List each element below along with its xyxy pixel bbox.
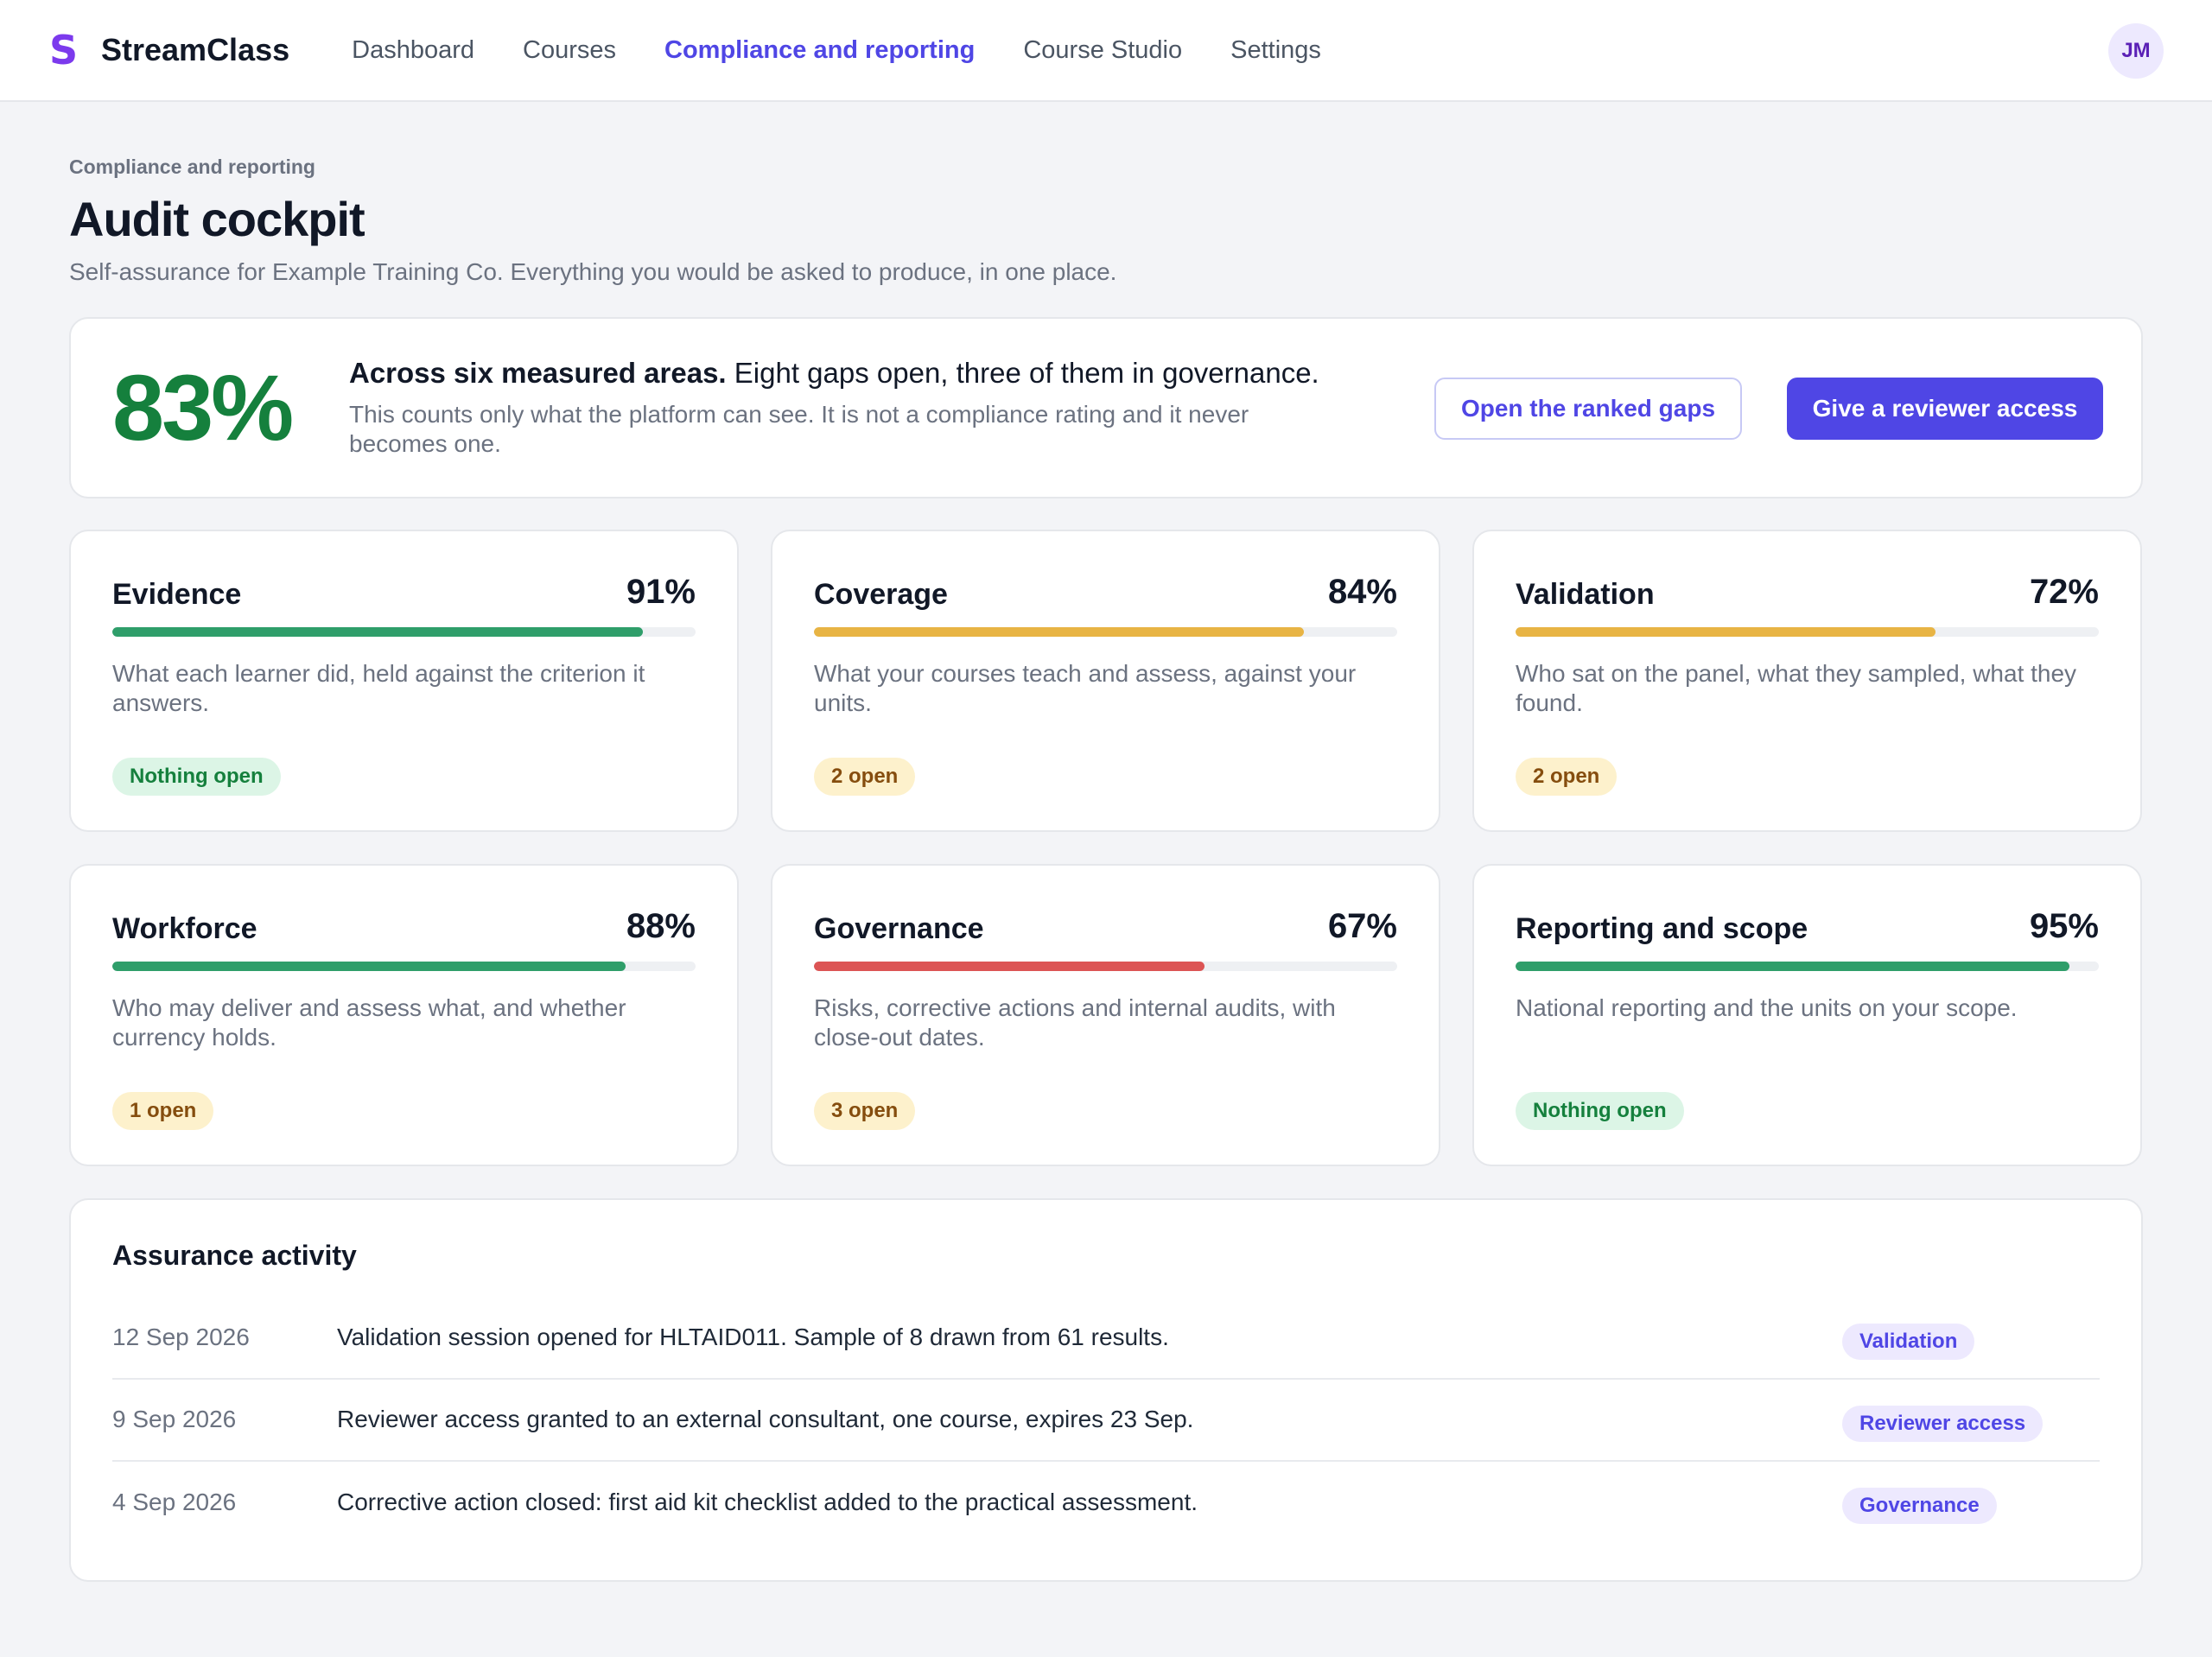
overall-score: 83%	[112, 354, 294, 460]
area-progress-bar	[1516, 626, 2099, 637]
area-card-evidence[interactable]: Evidence 91% What each learner did, held …	[69, 529, 739, 832]
area-name: Evidence	[112, 577, 242, 611]
open-ranked-gaps-button[interactable]: Open the ranked gaps	[1434, 377, 1742, 440]
page-title: Audit cockpit	[69, 192, 365, 246]
area-status-badge: Nothing open	[112, 757, 281, 796]
nav-item-settings[interactable]: Settings	[1230, 35, 1321, 64]
overall-score-card: 83% Across six measured areas. Eight gap…	[69, 316, 2143, 498]
area-percent: 84%	[1327, 572, 1397, 611]
area-progress-fill	[814, 961, 1205, 971]
area-description: What your courses teach and assess, agai…	[814, 659, 1357, 716]
main-content: Compliance and reporting Audit cockpit S…	[0, 156, 2212, 1582]
activity-row[interactable]: 12 Sep 2026 Validation session opened fo…	[112, 1298, 2100, 1380]
area-status-badge: 1 open	[112, 1091, 214, 1130]
area-status-badge: 2 open	[814, 757, 916, 796]
area-percent: 67%	[1327, 906, 1397, 945]
activity-tag[interactable]: Governance	[1842, 1487, 1997, 1524]
area-progress-fill	[814, 626, 1304, 637]
streamclass-logo-icon: S	[49, 27, 79, 73]
app-name: StreamClass	[101, 32, 290, 67]
area-name: Workforce	[112, 911, 257, 945]
area-name: Governance	[814, 911, 984, 945]
activity-date: 9 Sep 2026	[112, 1406, 237, 1433]
area-card-coverage[interactable]: Coverage 84% What your courses teach and …	[771, 529, 1440, 832]
activity-tag[interactable]: Validation	[1842, 1323, 1975, 1360]
measured-areas-grid: Evidence 91% What each learner did, held …	[69, 529, 2143, 1166]
area-progress-bar	[112, 961, 696, 971]
page-subtitle: Self-assurance for Example Training Co. …	[69, 257, 1117, 285]
area-progress-bar	[814, 961, 1397, 971]
give-reviewer-access-button[interactable]: Give a reviewer access	[1787, 377, 2103, 440]
area-name: Reporting and scope	[1516, 911, 1808, 945]
breadcrumb: Compliance and reporting	[69, 156, 315, 178]
activity-title: Assurance activity	[112, 1239, 357, 1271]
score-headline-bold: Across six measured areas.	[349, 356, 727, 389]
area-progress-bar	[112, 626, 696, 637]
activity-date: 4 Sep 2026	[112, 1489, 237, 1516]
area-percent: 95%	[2029, 906, 2099, 945]
area-description: What each learner did, held against the …	[112, 659, 645, 716]
area-description: National reporting and the units on your…	[1516, 994, 2018, 1021]
score-headline-rest: Eight gaps open, three of them in govern…	[726, 356, 1319, 389]
main-nav: Dashboard Courses Compliance and reporti…	[352, 36, 1370, 65]
assurance-activity-panel: Assurance activity 12 Sep 2026 Validatio…	[69, 1197, 2143, 1582]
brand-logo[interactable]: S StreamClass	[49, 30, 289, 70]
activity-text: Validation session opened for HLTAID011.…	[337, 1324, 1169, 1351]
nav-item-courses[interactable]: Courses	[523, 35, 617, 64]
activity-row[interactable]: 4 Sep 2026 Corrective action closed: fir…	[112, 1462, 2100, 1544]
area-percent: 88%	[626, 906, 696, 945]
area-status-badge: 3 open	[814, 1091, 916, 1130]
score-headline: Across six measured areas. Eight gaps op…	[349, 357, 1351, 390]
score-summary: Across six measured areas. Eight gaps op…	[349, 357, 1351, 459]
area-progress-fill	[112, 626, 644, 637]
activity-tag[interactable]: Reviewer access	[1842, 1405, 2044, 1442]
activity-date: 12 Sep 2026	[112, 1324, 250, 1351]
user-avatar[interactable]: JM	[2108, 23, 2164, 79]
top-navigation-bar: S StreamClass Dashboard Courses Complian…	[0, 0, 2212, 102]
area-name: Coverage	[814, 577, 948, 611]
area-card-workforce[interactable]: Workforce 88% Who may deliver and assess …	[69, 863, 739, 1166]
area-progress-fill	[112, 961, 626, 971]
area-card-governance[interactable]: Governance 67% Risks, corrective actions …	[771, 863, 1440, 1166]
area-card-reporting-and-scope[interactable]: Reporting and scope 95% National reportin…	[1472, 863, 2142, 1166]
area-description: Risks, corrective actions and internal a…	[814, 994, 1336, 1051]
area-progress-fill	[1516, 626, 1936, 637]
area-percent: 91%	[626, 572, 696, 611]
nav-item-compliance-and-reporting[interactable]: Compliance and reporting	[664, 35, 976, 64]
area-status-badge: Nothing open	[1516, 1091, 1684, 1130]
area-description: Who may deliver and assess what, and whe…	[112, 994, 626, 1051]
area-progress-bar	[1516, 961, 2099, 971]
area-percent: 72%	[2029, 572, 2099, 611]
score-note: This counts only what the platform can s…	[349, 400, 1249, 457]
area-description: Who sat on the panel, what they sampled,…	[1516, 659, 2077, 716]
area-card-validation[interactable]: Validation 72% Who sat on the panel, what…	[1472, 529, 2142, 832]
area-status-badge: 2 open	[1516, 757, 1618, 796]
activity-row[interactable]: 9 Sep 2026 Reviewer access granted to an…	[112, 1380, 2100, 1462]
activity-text: Reviewer access granted to an external c…	[337, 1406, 1194, 1433]
area-progress-bar	[814, 626, 1397, 637]
activity-list: 12 Sep 2026 Validation session opened fo…	[112, 1298, 2100, 1544]
area-name: Validation	[1516, 577, 1655, 611]
nav-item-dashboard[interactable]: Dashboard	[352, 35, 475, 64]
nav-item-course-studio[interactable]: Course Studio	[1023, 35, 1183, 64]
activity-text: Corrective action closed: first aid kit …	[337, 1489, 1198, 1516]
area-progress-fill	[1516, 961, 2070, 971]
